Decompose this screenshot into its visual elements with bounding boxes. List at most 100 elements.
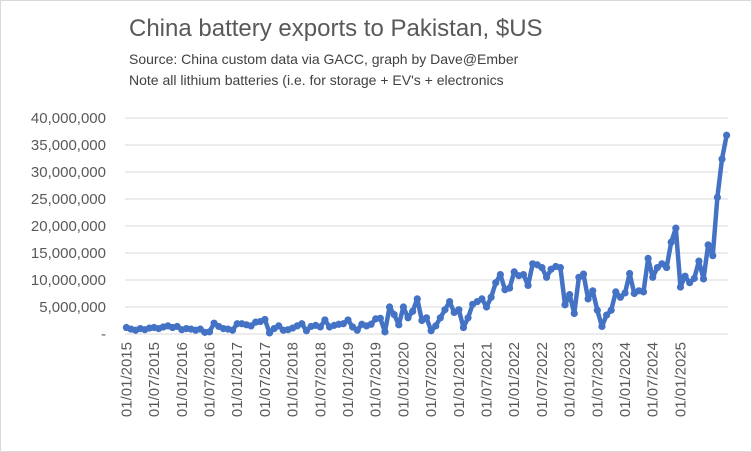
x-tick-label: 01/01/2023 xyxy=(562,342,579,417)
data-point xyxy=(686,279,694,287)
data-point xyxy=(496,271,504,279)
x-tick-label: 01/07/2017 xyxy=(257,342,274,417)
data-point xyxy=(376,314,384,322)
y-tick-label: 25,000,000 xyxy=(31,191,106,208)
y-tick-label: 30,000,000 xyxy=(31,164,106,181)
data-point xyxy=(612,288,620,296)
data-point xyxy=(445,298,454,306)
data-point xyxy=(676,283,685,291)
data-point xyxy=(492,279,500,287)
data-point xyxy=(556,263,565,272)
data-point xyxy=(695,257,703,265)
y-tick-label: 5,000,000 xyxy=(39,299,106,316)
data-point xyxy=(399,303,408,311)
y-tick-label: 10,000,000 xyxy=(31,272,106,289)
data-point xyxy=(639,288,648,296)
data-point xyxy=(589,287,597,295)
data-point xyxy=(723,131,731,139)
data-point xyxy=(464,314,472,322)
data-point xyxy=(713,193,721,201)
data-point xyxy=(538,263,546,272)
data-point xyxy=(718,155,726,163)
data-point xyxy=(681,272,689,280)
data-point xyxy=(205,328,214,336)
x-tick-label: 01/01/2019 xyxy=(340,342,357,417)
y-axis: - 5,000,000 10,000,000 15,000,000 20,000,000… xyxy=(31,110,106,343)
data-point xyxy=(667,238,675,246)
data-point xyxy=(542,273,551,281)
data-point xyxy=(422,314,431,322)
x-tick-label: 01/07/2018 xyxy=(312,342,329,417)
data-point xyxy=(570,309,578,318)
data-point xyxy=(441,306,449,314)
x-tick-label: 01/07/2019 xyxy=(368,342,385,417)
data-point xyxy=(621,289,629,297)
data-point xyxy=(381,328,389,336)
data-point xyxy=(344,316,352,324)
x-tick-label: 01/01/2020 xyxy=(395,342,412,417)
gridlines xyxy=(125,117,728,335)
data-point xyxy=(704,241,712,249)
data-point xyxy=(436,314,444,322)
x-tick-label: 01/01/2015 xyxy=(118,342,135,417)
x-tick-label: 01/07/2015 xyxy=(146,342,163,417)
data-point xyxy=(690,274,698,282)
data-point xyxy=(427,327,435,335)
x-tick-label: 01/07/2020 xyxy=(423,342,440,417)
series-line xyxy=(124,133,729,336)
data-point xyxy=(413,295,421,303)
data-point xyxy=(672,224,680,232)
data-point xyxy=(566,290,574,299)
x-tick-label: 01/01/2018 xyxy=(285,342,302,417)
data-point xyxy=(607,306,615,314)
x-axis: 01/01/2015 01/07/2015 01/01/2016 01/07/2016… xyxy=(118,333,728,417)
data-point xyxy=(390,310,398,319)
x-tick-label: 01/01/2024 xyxy=(617,342,634,417)
data-point xyxy=(593,306,601,314)
data-point xyxy=(395,321,403,329)
x-tick-label: 01/01/2016 xyxy=(174,342,191,417)
y-tick-label: 40,000,000 xyxy=(31,110,106,127)
data-point xyxy=(602,311,611,319)
data-point xyxy=(228,326,237,334)
data-point xyxy=(404,314,412,322)
data-point xyxy=(432,322,440,330)
data-series xyxy=(122,131,731,337)
data-point xyxy=(482,303,491,311)
x-tick-label: 01/07/2016 xyxy=(201,342,218,417)
y-tick-label: 15,000,000 xyxy=(31,245,106,262)
data-point xyxy=(579,270,588,278)
x-tick-label: 01/07/2023 xyxy=(589,342,606,417)
data-point xyxy=(598,322,606,331)
data-point xyxy=(626,269,634,278)
data-point xyxy=(616,293,625,301)
x-tick-label: 01/01/2025 xyxy=(672,342,689,417)
data-point xyxy=(561,301,569,309)
y-tick-label: 20,000,000 xyxy=(31,218,106,235)
data-point xyxy=(316,323,324,331)
y-tick-label: 35,000,000 xyxy=(31,137,106,154)
data-point xyxy=(385,303,394,311)
data-point xyxy=(261,315,269,324)
data-point xyxy=(367,320,375,328)
data-point xyxy=(506,284,514,292)
data-point xyxy=(302,327,311,335)
data-point xyxy=(459,323,468,332)
chart-subtitle-note: Note all lithium batteries (i.e. for sto… xyxy=(129,72,504,88)
data-point xyxy=(644,254,652,262)
data-point xyxy=(649,273,657,281)
data-point xyxy=(487,293,495,301)
data-point xyxy=(321,316,329,324)
y-tick-label: - xyxy=(101,326,106,343)
data-point xyxy=(353,326,361,334)
data-point xyxy=(298,320,306,328)
x-tick-label: 01/01/2021 xyxy=(451,342,468,417)
chart-title: China battery exports to Pakistan, $US xyxy=(129,15,543,42)
data-point xyxy=(265,329,274,337)
chart-subtitle-source: Source: China custom data via GACC, grap… xyxy=(129,51,519,67)
x-tick-label: 01/01/2017 xyxy=(229,342,246,417)
data-point xyxy=(584,295,592,303)
data-point xyxy=(478,295,486,303)
data-point xyxy=(699,275,708,283)
data-point xyxy=(275,322,283,330)
